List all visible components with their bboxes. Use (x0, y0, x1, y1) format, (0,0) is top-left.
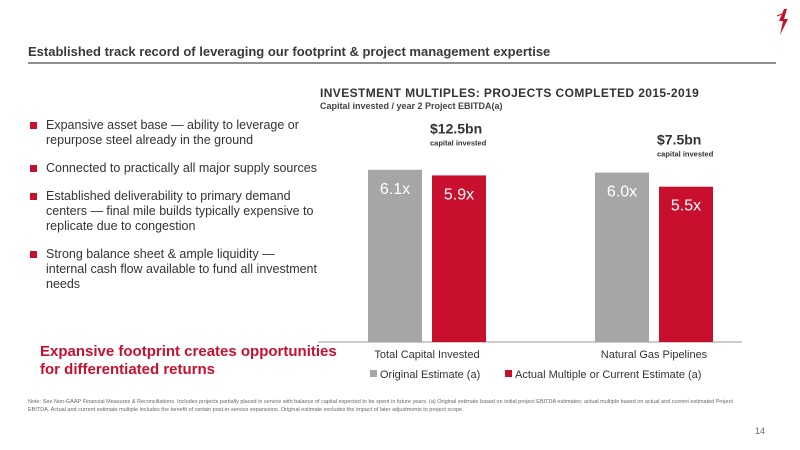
legend-swatch (370, 370, 377, 377)
bullet-square-icon (30, 122, 37, 129)
bullet-text: Connected to practically all major suppl… (46, 161, 317, 175)
capital-annotation-value: $7.5bn (657, 132, 701, 148)
bar-original (368, 169, 422, 342)
footnote: Note: See Non-GAAP Financial Measures & … (28, 399, 733, 413)
bullet-text: Strong balance sheet & ample liquidity —… (46, 247, 317, 291)
bar-value-label: 5.5x (671, 198, 701, 215)
bar-value-label: 5.9x (444, 186, 474, 203)
bar-value-label: 6.1x (380, 181, 410, 198)
bullet-text: Expansive asset base — ability to levera… (46, 118, 299, 147)
category-label: Total Capital Invested (374, 349, 479, 361)
bullet-square-icon (30, 193, 37, 200)
bullet-item: Connected to practically all major suppl… (28, 161, 318, 176)
chart-subtitle: Capital invested / year 2 Project EBITDA… (320, 101, 503, 111)
legend-label: Original Estimate (a) (380, 369, 480, 381)
capital-annotation-value: $12.5bn (430, 120, 482, 136)
bar-actual (659, 186, 713, 342)
bullet-item: Established deliverability to primary de… (28, 189, 318, 234)
page-title: Established track record of leveraging o… (28, 44, 551, 59)
bullet-square-icon (30, 251, 37, 258)
bullet-square-icon (30, 165, 37, 172)
legend-swatch (505, 370, 512, 377)
capital-annotation-note: capital invested (430, 138, 487, 147)
bullet-text: Established deliverability to primary de… (46, 189, 314, 233)
title-divider (28, 62, 776, 64)
company-logo-icon (776, 9, 788, 35)
investment-multiples-chart: 6.1x 5.9x Total Capital Invested $12.5bn cap… (318, 120, 742, 381)
bullet-list: Expansive asset base — ability to levera… (28, 118, 318, 305)
bar-original (595, 172, 649, 342)
bar-actual (432, 175, 486, 342)
bar-value-label: 6.0x (607, 184, 637, 201)
page-number: 14 (755, 426, 766, 436)
bullet-item: Expansive asset base — ability to levera… (28, 118, 318, 148)
legend-label: Actual Multiple or Current Estimate (a) (515, 369, 701, 381)
callout-text: Expansive footprint creates opportunitie… (40, 343, 337, 378)
category-label: Natural Gas Pipelines (601, 349, 708, 361)
capital-annotation-note: capital invested (657, 150, 714, 159)
chart-title: INVESTMENT MULTIPLES: PROJECTS COMPLETED… (320, 86, 700, 100)
bullet-item: Strong balance sheet & ample liquidity —… (28, 247, 318, 292)
